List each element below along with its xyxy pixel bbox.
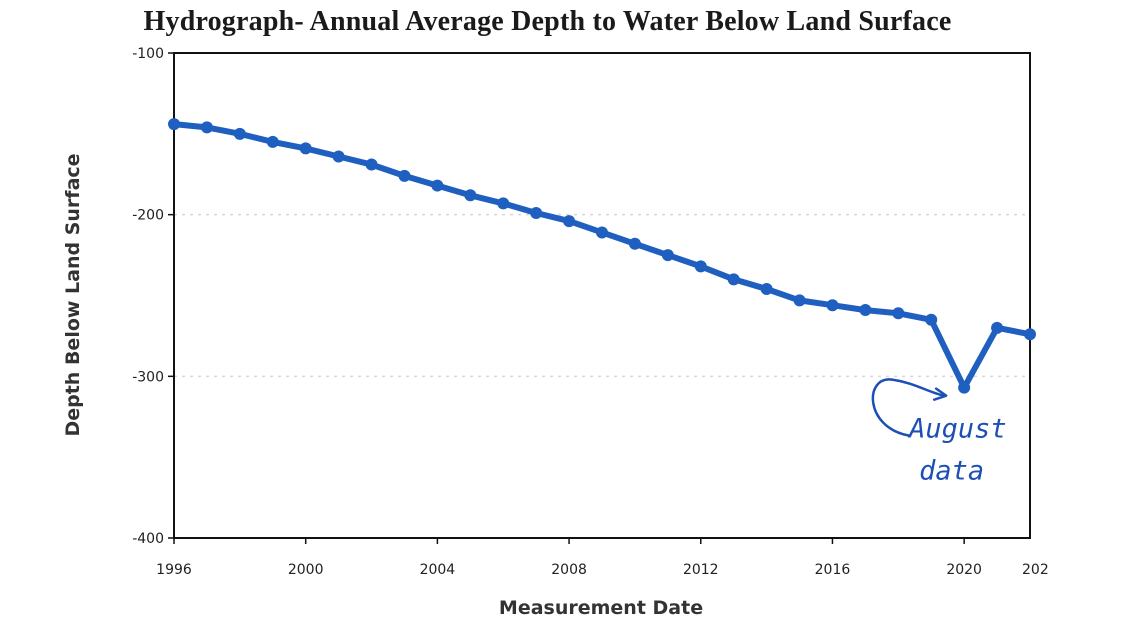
y-tick-label: -300 (132, 369, 164, 385)
data-point (628, 237, 641, 250)
data-point (826, 299, 839, 312)
data-point (332, 150, 345, 163)
annotation-text: data (919, 456, 984, 487)
x-axis-title: Measurement Date (499, 597, 703, 619)
data-point (299, 142, 312, 155)
data-point (925, 313, 938, 326)
x-tick-label: 2016 (815, 562, 851, 578)
x-tick-label: 1996 (156, 562, 192, 578)
data-point (694, 260, 707, 273)
data-point (365, 158, 378, 171)
series-line (171, 121, 1033, 391)
data-point (168, 118, 180, 131)
data-point (760, 283, 773, 296)
y-tick-label: -400 (132, 531, 164, 547)
data-point (266, 135, 279, 148)
x-tick-label: 2012 (683, 562, 719, 578)
x-tick-label: 202 (1022, 562, 1049, 578)
y-axis-title: Depth Below Land Surface (62, 153, 84, 436)
data-point (398, 169, 411, 182)
data-points (168, 118, 1036, 394)
chart-title: Hydrograph- Annual Average Depth to Wate… (143, 6, 952, 37)
data-point (793, 294, 806, 307)
x-tick-label: 2004 (420, 562, 456, 578)
plot-frame (173, 52, 1031, 539)
data-point (497, 197, 510, 210)
y-tick-label: -200 (132, 208, 164, 224)
data-point (661, 249, 674, 262)
data-point (464, 189, 477, 202)
data-point (727, 273, 740, 286)
data-point (233, 127, 246, 140)
data-point (431, 179, 444, 192)
data-point (530, 207, 543, 220)
grid-lines (174, 213, 1030, 378)
annotation: August data (871, 378, 1007, 487)
y-tick-label: -100 (132, 46, 164, 62)
annotation-text: August (907, 414, 1007, 445)
x-tick-label: 2000 (288, 562, 324, 578)
x-tick-label: 2020 (946, 562, 982, 578)
data-point (1024, 328, 1036, 341)
data-point (596, 226, 608, 239)
data-point (859, 304, 872, 317)
axis-ticks: -100 -200 -300 -400 1996 2000 2004 2008 2012 2016… (132, 46, 1049, 578)
data-point (991, 321, 1004, 334)
annotation-arrow (871, 378, 946, 437)
data-point (958, 381, 971, 394)
data-point (200, 121, 213, 134)
annotation-arrowhead (932, 387, 948, 401)
data-point (563, 215, 576, 228)
x-tick-label: 2008 (551, 562, 587, 578)
data-point (892, 307, 905, 320)
